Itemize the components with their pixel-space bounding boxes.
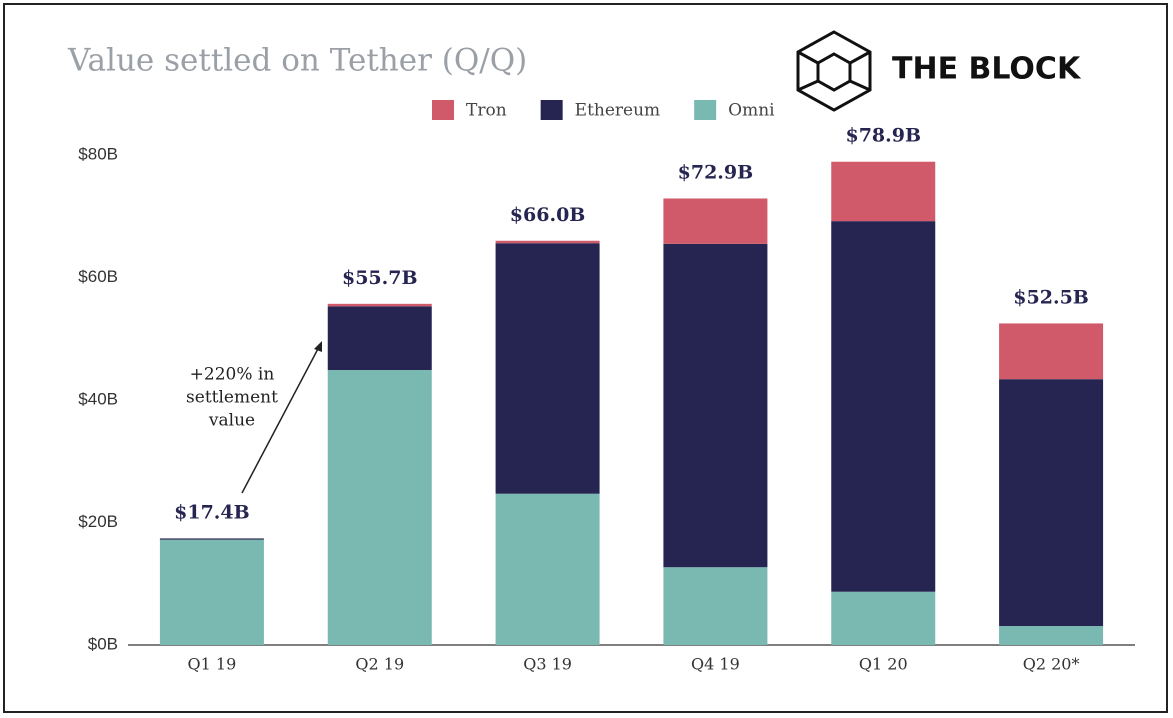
legend-swatch [432, 100, 454, 120]
legend-swatch [694, 100, 717, 120]
bar-segment [831, 221, 936, 592]
bar-segment [831, 161, 936, 222]
bar-segment [159, 538, 264, 540]
bar-segment [495, 243, 600, 494]
x-tick-label: Q4 19 [691, 655, 740, 674]
total-label: $17.4B [174, 501, 250, 523]
bar-segment [327, 306, 432, 370]
bar-segment [999, 323, 1104, 380]
bar-segment [327, 369, 432, 645]
x-tick-label: Q2 19 [355, 655, 404, 674]
x-tick-label: Q2 20* [1023, 655, 1080, 674]
bar-segment [999, 379, 1104, 627]
total-label: $66.0B [510, 204, 586, 226]
total-label: $72.9B [678, 161, 754, 183]
bar-segment [999, 626, 1104, 645]
x-tick-label: Q1 19 [188, 655, 237, 674]
bar-segment [327, 303, 432, 307]
logo [796, 30, 872, 112]
annotation: +220% in [190, 365, 275, 385]
legend-label: Ethereum [575, 101, 661, 121]
bar-segment [495, 240, 600, 244]
bar-segment [663, 567, 768, 645]
legend-label: Tron [466, 101, 507, 121]
brand: THE BLOCK [892, 52, 1082, 87]
bar-segment [831, 591, 936, 645]
arrow-head [314, 341, 322, 352]
bar-segment [663, 198, 768, 244]
annotation: settlement [186, 388, 278, 408]
bar-segment [663, 243, 768, 568]
annotation: value [208, 411, 255, 431]
bar-segment [159, 539, 264, 645]
y-tick-label: $60B [78, 267, 118, 286]
legend-swatch [540, 100, 563, 120]
chart-title: Value settled on Tether (Q/Q) [67, 43, 527, 79]
legend-label: Omni [728, 101, 775, 121]
total-label: $78.9B [845, 125, 921, 147]
total-label: $55.7B [342, 267, 418, 289]
y-tick-label: $40B [78, 389, 118, 408]
x-tick-label: Q3 19 [523, 655, 572, 674]
y-tick-label: $20B [78, 512, 118, 531]
bar-segment [495, 493, 600, 645]
y-tick-label: $80B [78, 144, 118, 163]
arrow [241, 344, 321, 494]
y-tick-label: $0B [88, 634, 118, 653]
frame [3, 3, 1168, 713]
total-label: $52.5B [1013, 286, 1089, 308]
x-tick-label: Q1 20 [859, 655, 908, 674]
